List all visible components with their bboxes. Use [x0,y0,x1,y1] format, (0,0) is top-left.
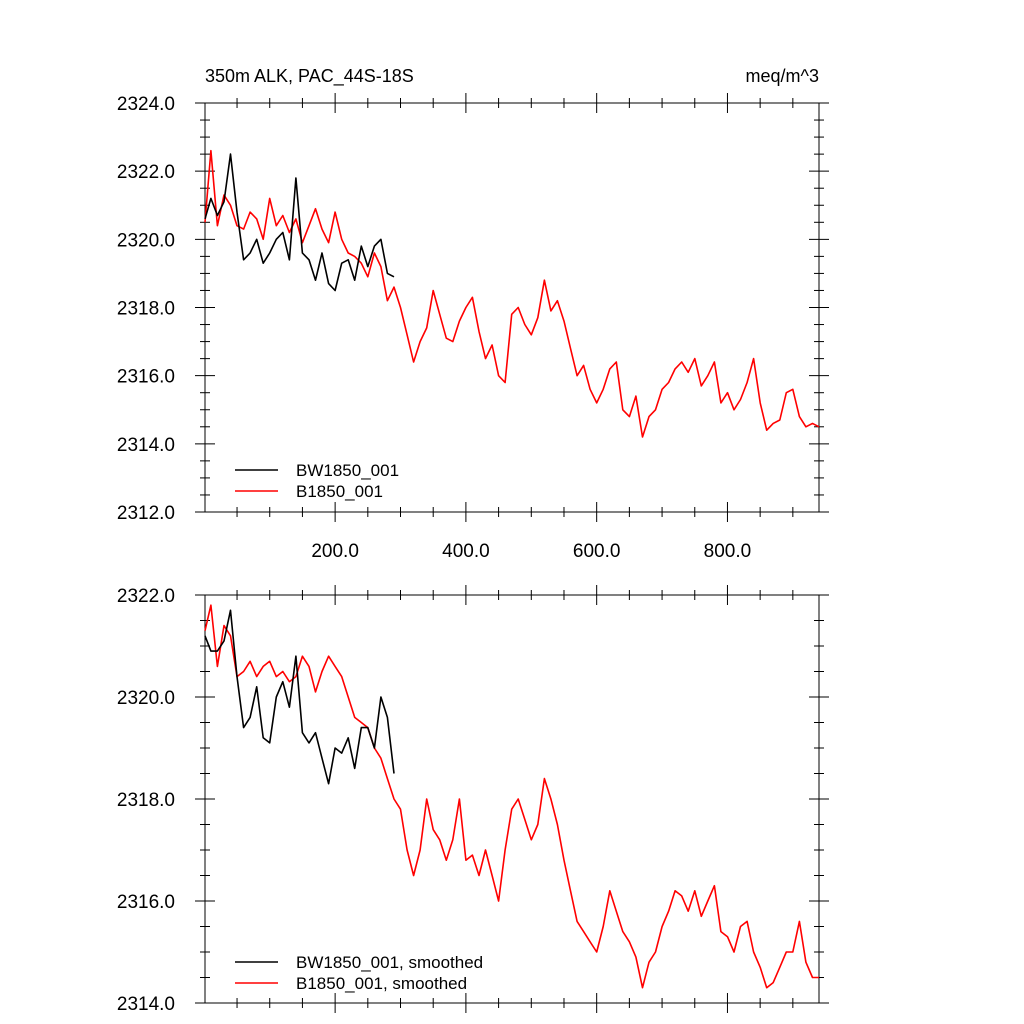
series-line-b1850-001-smoothed [204,604,819,989]
y-tick-label: 2314.0 [117,994,175,1015]
series-line-b1850-001 [204,149,820,438]
legend-label: BW1850_001, smoothed [296,953,483,972]
y-tick-label: 2322.0 [117,162,175,183]
x-tick-label: 800.0 [704,541,752,562]
chart-units: meq/m^3 [746,66,819,86]
legend-label: BW1850_001 [296,461,399,480]
legend-label: B1850_001 [296,482,383,501]
top-panel: 2312.0 2314.0 2316.0 2318.0 2320.0 2322.0 2324… [117,66,829,562]
y-tick-label: 2322.0 [117,586,175,607]
y-tick-label: 2316.0 [117,892,175,913]
y-tick-label: 2318.0 [117,790,175,811]
series-line-bw1850-001-smoothed [204,609,395,785]
plot-frame [204,594,820,1004]
y-tick-label: 2320.0 [117,688,175,709]
y-tick-label: 2314.0 [117,435,175,456]
x-tick-label: 600.0 [573,541,621,562]
x-tick-label: 200.0 [311,541,359,562]
legend-label: B1850_001, smoothed [296,974,467,993]
y-tick-label: 2318.0 [117,299,175,320]
plot-frame [204,102,820,513]
y-tick-label: 2316.0 [117,367,175,388]
chart-title: 350m ALK, PAC_44S-18S [205,66,414,87]
y-tick-label: 2320.0 [117,230,175,251]
bottom-panel: 2314.0 2316.0 2318.0 2320.0 2322.0 BW1850_001… [117,585,829,1015]
y-tick-label: 2312.0 [117,503,175,524]
y-tick-label: 2324.0 [117,94,175,115]
x-tick-label: 400.0 [442,541,490,562]
series-line-bw1850-001 [204,153,395,292]
